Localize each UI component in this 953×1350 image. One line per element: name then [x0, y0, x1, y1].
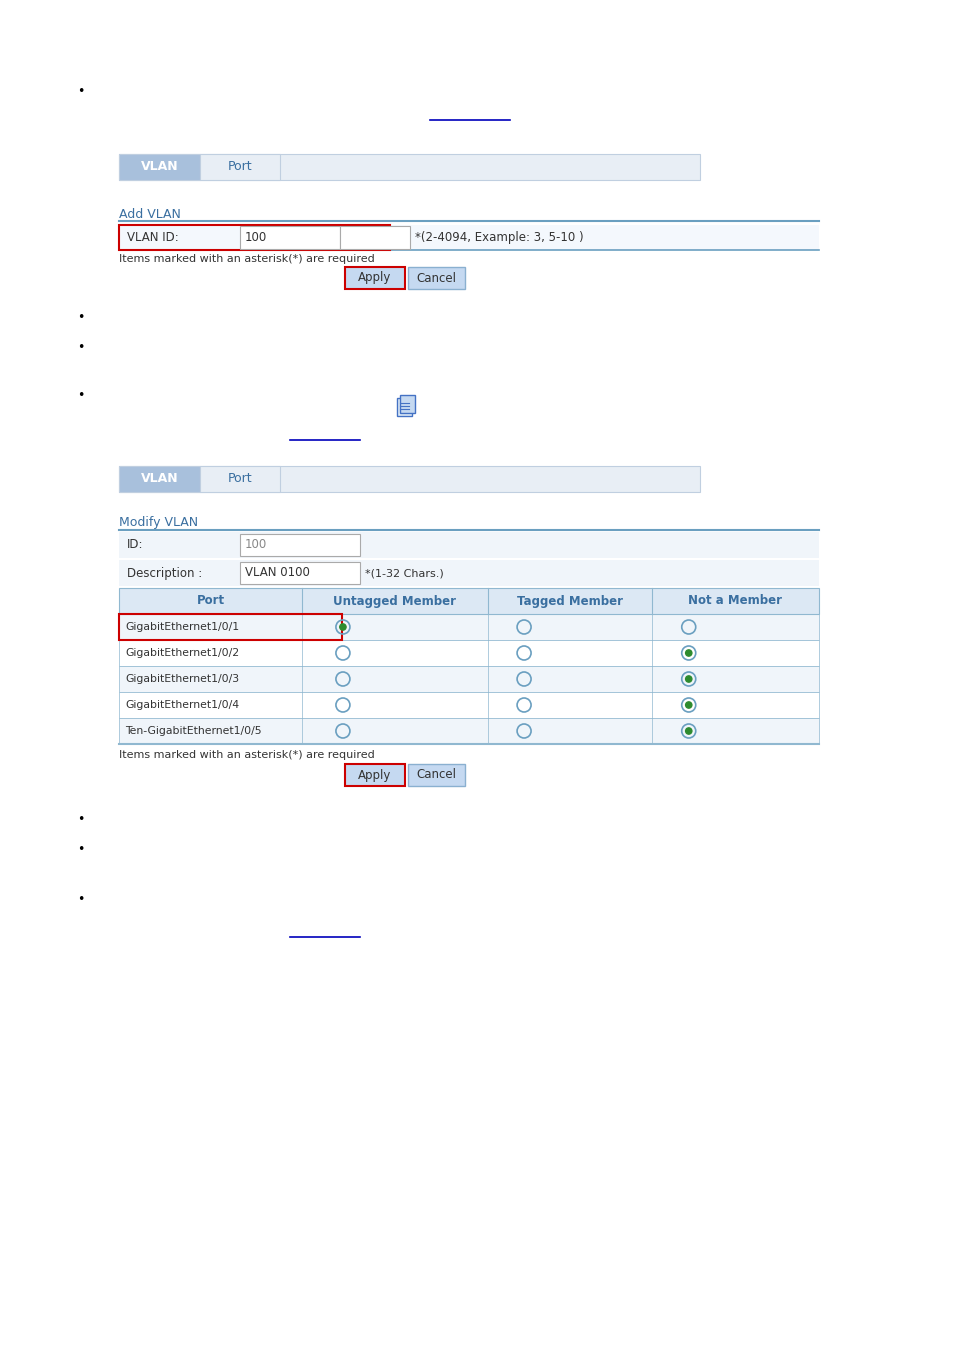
Bar [119, 466, 700, 491]
Text: •: • [77, 85, 84, 99]
Bar [119, 640, 818, 666]
Text: Untagged Member: Untagged Member [334, 594, 456, 608]
Bar [119, 154, 200, 180]
Bar [240, 225, 339, 248]
Bar [240, 562, 359, 585]
Text: VLAN ID:: VLAN ID: [127, 231, 178, 244]
Text: Tagged Member: Tagged Member [517, 594, 622, 608]
Text: •: • [77, 814, 84, 826]
Bar [119, 225, 390, 250]
Text: •: • [77, 894, 84, 906]
Text: Ten-GigabitEthernet1/0/5: Ten-GigabitEthernet1/0/5 [125, 726, 261, 736]
Bar [408, 267, 464, 289]
Circle shape [685, 702, 691, 709]
Bar [119, 154, 700, 180]
Text: *(2-4094, Example: 3, 5-10 ): *(2-4094, Example: 3, 5-10 ) [415, 231, 583, 243]
Text: Modify VLAN: Modify VLAN [119, 516, 198, 529]
Text: Apply: Apply [358, 271, 392, 285]
Text: Port: Port [196, 594, 224, 608]
Text: Cancel: Cancel [416, 271, 456, 285]
Bar [345, 764, 405, 786]
Text: GigabitEthernet1/0/4: GigabitEthernet1/0/4 [125, 701, 239, 710]
Text: Description :: Description : [127, 567, 202, 579]
Circle shape [685, 728, 691, 734]
Text: GigabitEthernet1/0/3: GigabitEthernet1/0/3 [125, 674, 239, 684]
Text: GigabitEthernet1/0/2: GigabitEthernet1/0/2 [125, 648, 239, 657]
Bar [408, 764, 464, 786]
Text: •: • [77, 312, 84, 324]
Bar [119, 532, 818, 558]
Text: Cancel: Cancel [416, 768, 456, 782]
Text: ID:: ID: [127, 539, 143, 552]
Bar [200, 466, 280, 491]
Text: VLAN: VLAN [140, 161, 178, 174]
Text: VLAN 0100: VLAN 0100 [245, 567, 310, 579]
Bar [339, 225, 410, 248]
Text: GigabitEthernet1/0/1: GigabitEthernet1/0/1 [125, 622, 239, 632]
Circle shape [685, 676, 691, 682]
Bar [119, 693, 818, 718]
Text: Not a Member: Not a Member [688, 594, 781, 608]
Text: •: • [77, 844, 84, 856]
Bar [119, 666, 818, 693]
Text: Port: Port [228, 472, 252, 486]
Bar [396, 398, 412, 416]
Bar [119, 614, 341, 640]
Bar [119, 614, 818, 640]
Text: Port: Port [228, 161, 252, 174]
Text: •: • [77, 389, 84, 401]
Bar [200, 154, 280, 180]
Circle shape [339, 624, 346, 630]
Text: Items marked with an asterisk(*) are required: Items marked with an asterisk(*) are req… [119, 751, 375, 760]
Bar [119, 560, 818, 586]
Bar [119, 718, 818, 744]
Text: 100: 100 [245, 539, 267, 552]
Bar [119, 225, 818, 250]
Circle shape [685, 649, 691, 656]
Text: Items marked with an asterisk(*) are required: Items marked with an asterisk(*) are req… [119, 254, 375, 265]
Text: VLAN: VLAN [140, 472, 178, 486]
Text: Add VLAN: Add VLAN [119, 208, 181, 221]
Bar [240, 535, 359, 556]
Text: •: • [77, 342, 84, 355]
Bar [399, 396, 415, 413]
Bar [345, 267, 405, 289]
Bar [119, 466, 200, 491]
Text: Apply: Apply [358, 768, 392, 782]
Text: *(1-32 Chars.): *(1-32 Chars.) [365, 568, 443, 578]
Text: 100: 100 [245, 231, 267, 244]
Bar [119, 589, 818, 614]
